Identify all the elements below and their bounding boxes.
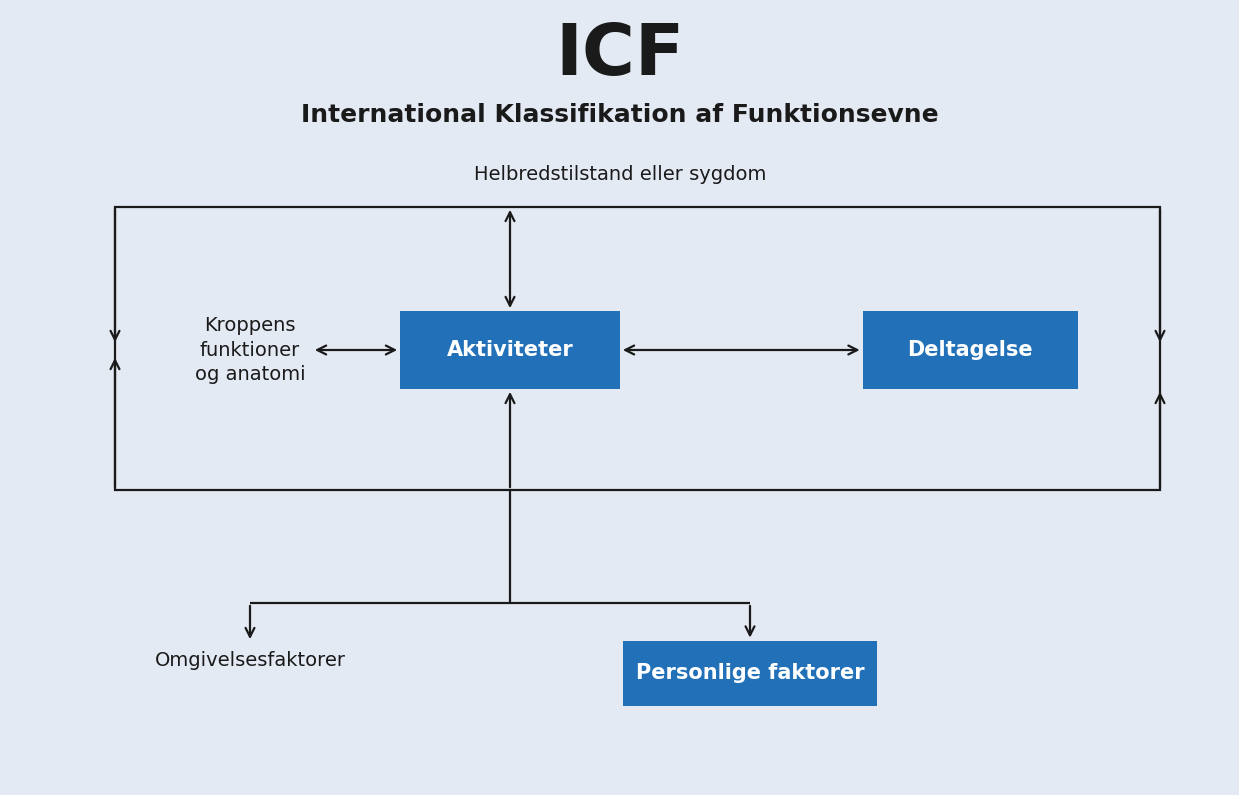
Text: ICF: ICF — [555, 21, 685, 90]
Text: International Klassifikation af Funktionsevne: International Klassifikation af Funktion… — [301, 103, 939, 127]
FancyBboxPatch shape — [862, 311, 1078, 389]
Text: Omgivelsesfaktorer: Omgivelsesfaktorer — [155, 650, 346, 669]
Bar — [115, 207, 1160, 490]
Text: Deltagelse: Deltagelse — [907, 340, 1033, 360]
Text: Kroppens
funktioner
og anatomi: Kroppens funktioner og anatomi — [195, 316, 305, 384]
FancyBboxPatch shape — [400, 311, 620, 389]
Text: Helbredstilstand eller sygdom: Helbredstilstand eller sygdom — [473, 165, 766, 184]
Text: Personlige faktorer: Personlige faktorer — [636, 663, 865, 683]
Text: Aktiviteter: Aktiviteter — [446, 340, 574, 360]
FancyBboxPatch shape — [622, 641, 877, 705]
